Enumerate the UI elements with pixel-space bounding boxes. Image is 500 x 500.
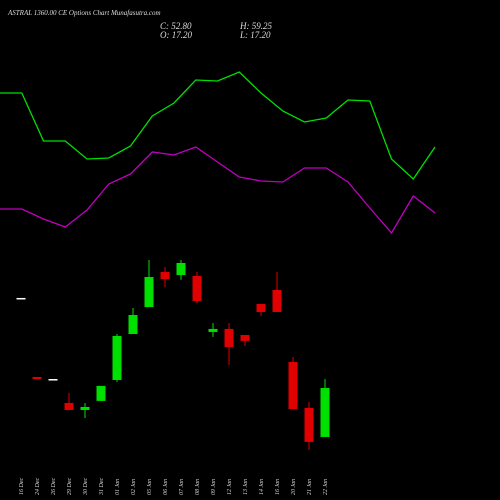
x-tick-label: 29 Dec	[67, 478, 73, 495]
candle-body	[32, 376, 42, 380]
candle-body	[224, 328, 234, 347]
x-tick-label: 06 Jan	[163, 479, 169, 495]
overlay-line	[0, 146, 436, 235]
candle-body	[320, 387, 330, 437]
candle-body	[288, 361, 298, 410]
chart-title: ASTRAL 1360.00 CE Options Chart Munafasu…	[7, 9, 161, 17]
candle-body	[96, 385, 106, 401]
candle-body	[128, 315, 138, 335]
candle-body	[240, 334, 250, 341]
candle-body	[192, 275, 202, 301]
x-tick-label: 14 Jan	[258, 479, 265, 495]
candle-body	[256, 304, 266, 313]
candle-body	[304, 407, 314, 442]
x-tick-label: 08 Jan	[195, 479, 201, 495]
x-tick-label: 05 Jan	[147, 479, 153, 495]
candle-body	[144, 277, 154, 308]
x-tick-label: 31 Dec	[99, 478, 105, 496]
x-tick-label: 07 Jan	[179, 479, 185, 495]
candle-body	[272, 289, 282, 313]
overlay-line	[0, 71, 436, 180]
candle-body	[160, 271, 170, 279]
candle-body	[48, 379, 58, 381]
x-tick-label: 22 Jan	[323, 479, 329, 495]
candle-body	[64, 402, 74, 410]
candle-body	[80, 406, 90, 410]
x-tick-label: 26 Dec	[51, 478, 57, 495]
stat-open: O: 17.20	[160, 30, 192, 40]
x-tick-label: 13 Jan	[243, 479, 249, 495]
x-tick-label: 30 Dec	[83, 478, 89, 496]
stat-close: C: 52.80	[160, 21, 192, 31]
x-tick-label: 20 Jan	[291, 479, 297, 495]
candle-body	[208, 328, 218, 332]
stat-high: H: 59.25	[239, 21, 272, 31]
stat-low: L: 17.20	[239, 30, 271, 40]
candle-body	[16, 297, 26, 300]
x-tick-label: 12 Jan	[227, 479, 233, 495]
x-tick-label: 21 Jan	[307, 479, 313, 495]
x-tick-label: 01 Jan	[115, 479, 121, 495]
x-tick-label: 02 Jan	[131, 479, 137, 495]
x-tick-label: 16 Jan	[275, 479, 281, 495]
x-tick-label: 09 Jan	[211, 479, 217, 495]
x-tick-label: 16 Dec	[19, 478, 25, 495]
candle-body	[112, 335, 122, 380]
x-tick-label: 24 Dec	[34, 478, 41, 495]
candle-body	[176, 263, 186, 275]
